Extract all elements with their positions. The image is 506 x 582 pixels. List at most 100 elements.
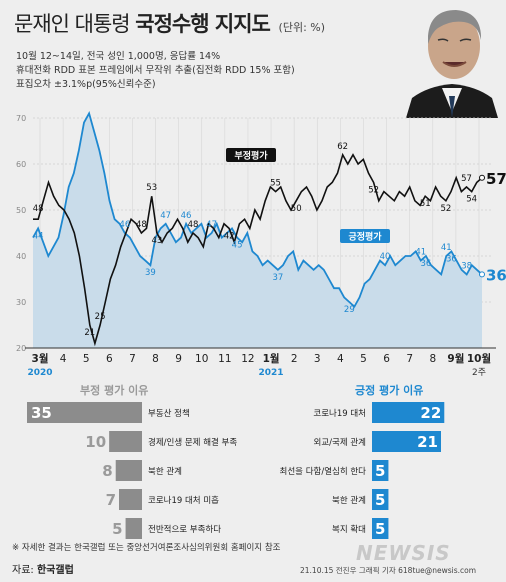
positive-end-label: 36 [486,266,506,284]
negative-end-label: 57 [486,170,506,188]
survey-meta-line-3: 표집오차 ±3.1%p(95%신뢰수준) [16,79,156,90]
x-tick-label: 2 [291,353,298,365]
positive-reason-value: 22 [420,404,441,422]
positive-reason-bar [372,489,389,510]
positive-reason-bars: 긍정 평가 이유 22 코로나19 대처 21 외교/국제 관계 5 최선을 다함/열심히 … [280,383,445,539]
negative-end-marker [479,174,485,181]
negative-reason-value: 5 [112,520,122,538]
negative-point-label: 62 [337,142,348,152]
survey-meta-line-1: 10월 12~14일, 전국 성인 1,000명, 응답률 14% [16,51,221,62]
y-tick-label: 40 [16,252,26,261]
positive-point-label: 41 [441,243,452,253]
positive-point-label: 45 [232,241,243,251]
week-label: 2주 [472,367,486,378]
negative-reason-bar [119,489,142,510]
negative-point-label: 48 [33,204,44,214]
negative-reason-value: 10 [85,433,106,451]
negative-reason-label: 경제/인생 문제 해결 부족 [148,437,237,448]
positive-point-label: 40 [380,252,391,262]
negative-point-label: 57 [461,174,472,184]
negative-point-label: 52 [368,185,379,195]
positive-reason-bar [372,431,441,452]
negative-point-label: 21 [84,328,95,338]
x-tick-label: 8 [429,353,436,365]
x-tick-label: 9월 [447,352,464,365]
y-tick-label: 60 [16,160,26,169]
x-tick-label: 9 [175,353,182,365]
positive-point-label: 71 [84,108,95,110]
x-tick-label: 7 [129,353,136,365]
source-label: 자료: [12,565,34,576]
negative-point-label: 51 [420,199,431,209]
positive-reason-value: 5 [375,491,385,509]
x-tick-label: 7 [406,353,413,365]
x-tick-label: 5 [83,353,90,365]
negative-callout-box [226,148,276,162]
negative-reason-label: 부동산 정책 [148,408,190,419]
negative-point-label: 43 [151,236,162,246]
positive-point-label: 36 [420,259,431,269]
pos-reason-title: 긍정 평가 이유 [355,383,423,397]
positive-reason-label: 최선을 다함/열심히 한다 [280,466,367,477]
negative-point-label: 50 [291,204,302,214]
x-tick-label: 10월 [467,352,491,365]
negative-point-label: 48 [188,220,199,230]
positive-point-label: 44 [33,231,44,241]
x-tick-label: 6 [383,353,390,365]
positive-point-label: 38 [461,261,472,271]
negative-reason-label: 북한 관계 [148,466,182,477]
y-tick-label: 70 [16,114,26,123]
positive-reason-label: 복지 확대 [332,524,366,535]
negative-reason-bar [115,460,142,481]
positive-point-label: 46 [119,220,130,230]
footnote: ※ 자세한 결과는 한국갤럽 또는 중앙선거여론조사심의위원회 홈페이지 참조 [12,543,281,553]
negative-reason-bar [109,431,142,452]
positive-callout-box [340,229,390,243]
positive-point-label: 37 [272,273,283,283]
negative-reason-bar [125,518,142,539]
x-tick-label: 4 [60,353,67,365]
y-tick-label: 50 [16,206,26,215]
positive-end-marker [479,271,485,278]
x-tick-label: 4 [337,353,344,365]
president-portrait-photo [398,0,506,118]
positive-series-line [32,111,483,309]
year-label: 2020 [27,368,52,378]
positive-reason-value: 21 [417,433,438,451]
positive-point-label: 39 [145,268,156,278]
x-axis: 3월 2020 4 5 6 7 8 9 10 11 12 1월 2021 2 3 4 5 6 7 8 9월 10월 2주 [25,347,496,378]
negative-reason-value: 8 [102,462,112,480]
year-label: 2021 [259,368,284,378]
positive-point-label: 36 [446,254,457,264]
x-tick-label: 3 [314,353,321,365]
positive-point-label: 29 [344,305,355,315]
positive-area-fill [33,113,482,349]
positive-reason-bar [372,402,445,423]
newsis-logo: NEWSIS [356,541,451,565]
negative-reason-label: 코로나19 대처 미흡 [148,495,219,506]
title-unit: (단위: %) [278,21,326,34]
negative-point-label: 55 [270,179,281,189]
positive-point-label: 41 [415,248,426,258]
source-value: 한국갤럽 [36,565,74,576]
negative-point-label: 42 [224,231,235,241]
title-part1: 문재인 대통령 [14,12,131,36]
positive-point-label: 47 [206,220,217,230]
negative-point-label: 25 [95,312,106,322]
x-tick-label: 5 [360,353,367,365]
y-axis-ticks: 20 30 40 50 60 70 [16,114,26,353]
x-tick-label: 6 [106,353,113,365]
positive-reason-bar [372,518,389,539]
positive-reason-value: 5 [375,462,385,480]
negative-reason-bar [27,402,142,423]
x-tick-label: 8 [152,353,159,365]
positive-reason-label: 북한 관계 [332,495,366,506]
neg-reason-title: 부정 평가 이유 [80,383,148,397]
credit: 21.10.15 전진우 그래픽 기자 618tue@newsis.com [300,566,477,575]
y-tick-label: 20 [16,344,26,353]
page-title: 문재인 대통령 국정수행 지지도 (단위: %) [14,8,325,38]
negative-reason-value: 7 [106,491,116,509]
x-tick-label: 3월 [32,352,49,365]
negative-reason-bars: 부정 평가 이유 35 부동산 정책 10 경제/인생 문제 해결 부족 8 북한 관계 7 코… [27,383,237,539]
